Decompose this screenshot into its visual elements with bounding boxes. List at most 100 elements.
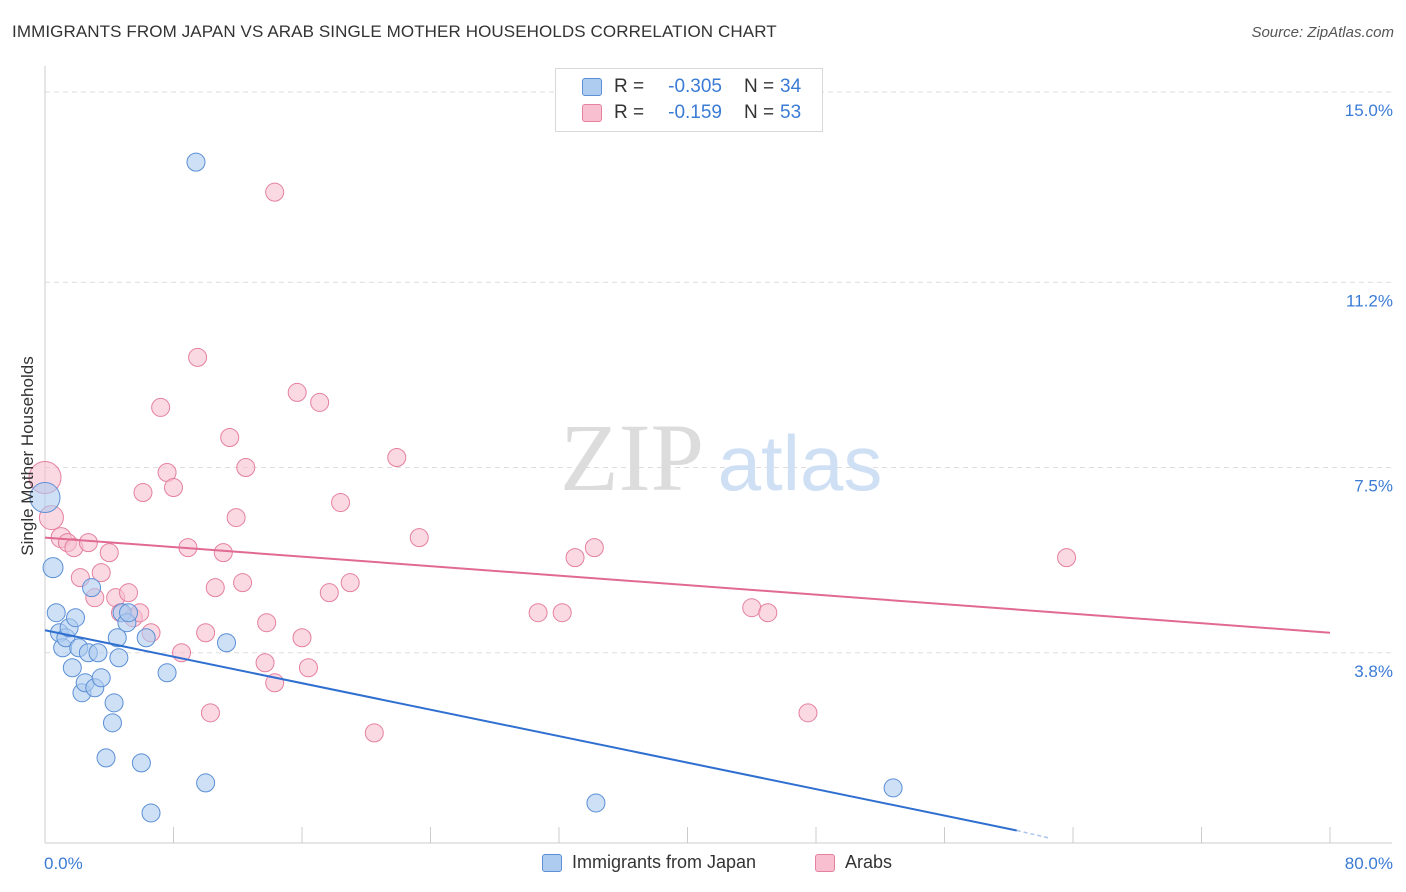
japan-point: [62, 658, 82, 678]
arab-point: [565, 548, 585, 568]
japan-point: [91, 668, 111, 688]
arab-point: [196, 623, 216, 643]
legend-r-label: R =: [614, 102, 645, 123]
arab-point: [331, 493, 351, 513]
japan-point: [119, 603, 139, 623]
legend-n-label: N =: [744, 102, 775, 123]
axes: [44, 66, 1392, 844]
japan-point: [102, 713, 122, 733]
arab-point: [233, 573, 253, 593]
arab-point: [364, 723, 384, 743]
japan-point: [88, 643, 108, 663]
arab-point: [340, 573, 360, 593]
japan-point: [109, 648, 129, 668]
japan-trend-extension: [1016, 829, 1050, 839]
y-tick-label: 15.0%: [1345, 101, 1393, 120]
arab-point: [584, 538, 604, 558]
arab-point: [257, 613, 277, 633]
legend-item-japan: Immigrants from Japan: [542, 852, 756, 873]
arab-point: [188, 347, 208, 367]
arab-points: [28, 182, 1077, 743]
legend-label-arabs: Arabs: [845, 852, 893, 872]
arab-point: [1057, 548, 1077, 568]
japan-point: [107, 628, 127, 648]
x-tick-label: 0.0%: [44, 854, 83, 873]
arab-point: [292, 628, 312, 648]
japan-point: [46, 603, 66, 623]
arab-point: [552, 603, 572, 623]
arab-point: [287, 382, 307, 402]
japan-points: [29, 152, 903, 823]
arab-point: [78, 533, 98, 553]
legend-r-label: R =: [614, 76, 645, 97]
arab-point: [798, 703, 818, 723]
japan-point: [196, 773, 216, 793]
arab-point: [205, 578, 225, 598]
japan-trend-line: [44, 629, 1017, 832]
arab-point: [409, 528, 429, 548]
legend-label-japan: Immigrants from Japan: [572, 852, 757, 872]
chart-title: IMMIGRANTS FROM JAPAN VS ARAB SINGLE MOT…: [12, 22, 777, 41]
series-legend: Immigrants from Japan Arabs: [0, 852, 1406, 876]
arab-point: [226, 508, 246, 528]
trend-lines: [44, 536, 1331, 839]
japan-point: [104, 693, 124, 713]
legend-swatch-japan: [582, 78, 602, 96]
arab-point: [119, 583, 139, 603]
legend-n-value-japan: 34: [780, 76, 802, 97]
japan-point: [131, 753, 151, 773]
legend-swatch-japan: [542, 853, 562, 872]
japan-point: [66, 608, 86, 628]
y-axis-label: Single Mother Households: [18, 356, 37, 556]
arab-point: [99, 543, 119, 563]
correlation-legend: R = -0.305 N = 34 R = -0.159 N = 53: [555, 68, 823, 132]
arab-point: [265, 182, 285, 202]
arab-point: [319, 583, 339, 603]
arab-point: [310, 392, 330, 412]
japan-point: [157, 663, 177, 683]
watermark-atlas: atlas: [718, 419, 883, 507]
legend-n-value-arabs: 53: [780, 102, 802, 123]
arab-point: [164, 478, 183, 498]
japan-point: [141, 803, 161, 823]
arab-point: [255, 653, 275, 673]
arab-point: [298, 658, 318, 678]
legend-n-label: N =: [744, 76, 775, 97]
y-tick-label: 11.2%: [1346, 291, 1393, 310]
japan-point: [883, 778, 903, 798]
tick-labels: 3.8% 7.5% 11.2% 15.0% 0.0% 80.0%: [44, 101, 1393, 873]
japan-point: [29, 482, 61, 514]
arab-point: [200, 703, 220, 723]
arab-trend-line: [44, 536, 1331, 634]
japan-point: [136, 628, 156, 648]
japan-point: [42, 557, 64, 579]
legend-row-arabs: R = -0.159 N = 53: [582, 100, 801, 126]
x-tick-label: 80.0%: [1345, 854, 1393, 873]
arab-point: [387, 448, 407, 467]
arab-point: [151, 397, 171, 417]
arab-point: [91, 563, 111, 583]
arab-point: [742, 598, 762, 618]
japan-point: [82, 578, 102, 598]
japan-point: [96, 748, 116, 768]
gridlines: [45, 91, 1392, 654]
arab-point: [220, 427, 240, 447]
y-tick-label: 7.5%: [1354, 477, 1393, 496]
arab-point: [133, 483, 153, 503]
arab-point: [758, 603, 778, 623]
legend-swatch-arabs: [815, 853, 835, 872]
y-tick-label: 3.8%: [1354, 662, 1393, 681]
japan-point: [217, 633, 237, 653]
watermark: ZIP atlas: [560, 404, 882, 511]
japan-point: [586, 793, 606, 813]
legend-swatch-arabs: [582, 104, 602, 122]
arab-point: [213, 543, 233, 563]
arab-point: [236, 458, 256, 478]
watermark-zip: ZIP: [560, 404, 704, 511]
arab-point: [528, 603, 548, 623]
japan-point: [186, 152, 206, 172]
legend-row-japan: R = -0.305 N = 34: [582, 74, 801, 100]
source-credit: Source: ZipAtlas.com: [1251, 24, 1394, 41]
legend-item-arabs: Arabs: [815, 852, 892, 873]
